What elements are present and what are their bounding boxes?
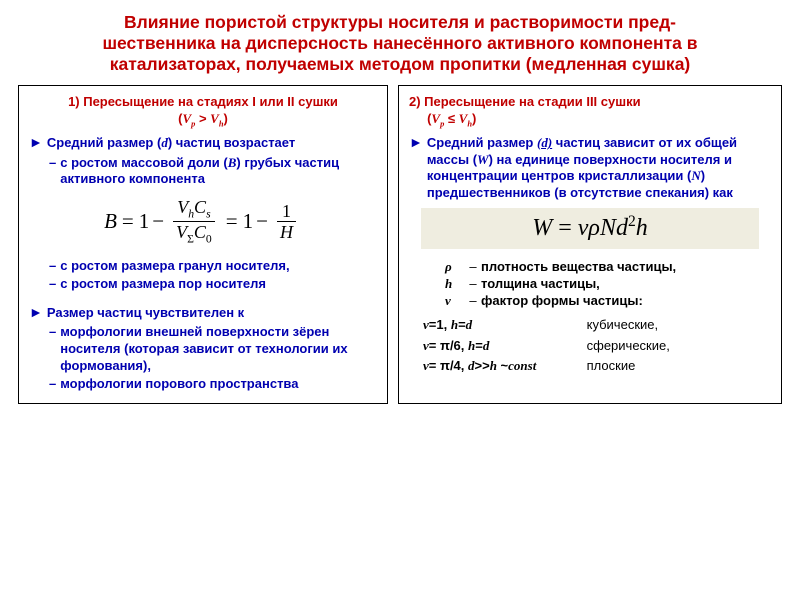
title-line-2: шественника на дисперсность нанесённого … (102, 33, 697, 53)
left-sub-2a: – морфологии внешней поверхности зёрен н… (49, 324, 377, 374)
dash-icon: – (49, 155, 56, 188)
right-bullet-1: ► Средний размер (d) частиц зависит от и… (409, 135, 771, 202)
title-line-3: катализаторах, получаемых методом пропит… (110, 54, 691, 74)
shape-row-flat: ν= π/4, d>>h ~const плоские (423, 358, 771, 375)
triangle-icon: ► (409, 135, 423, 202)
legend-row-rho: ρ – плотность вещества частицы, (445, 259, 771, 276)
left-sub-2b: – морфологии порового пространства (49, 376, 377, 393)
left-sub-1b: – с ростом размера гранул носителя, (49, 258, 377, 275)
fraction-1: VhCs VΣC0 (173, 198, 215, 246)
dash-icon: – (49, 376, 56, 393)
left-bullet-1: ► Средний размер (d) частиц возрастает (29, 135, 377, 152)
legend-row-h: h – толщина частицы, (445, 276, 771, 293)
equation-W-box: W = νρNd2h (421, 208, 759, 250)
shape-row-cubic: ν=1, h=d кубические, (423, 317, 771, 334)
triangle-icon: ► (29, 305, 43, 322)
right-panel: 2) Пересыщение на стадии III сушки (Vp ≤… (398, 85, 782, 404)
equation-W: W = νρNd2h (532, 215, 648, 241)
fraction-2: 1 H (277, 202, 296, 241)
shape-factors: ν=1, h=d кубические, ν= π/6, h=d сфериче… (423, 317, 771, 375)
columns: 1) Пересыщение на стадиях I или II сушки… (18, 85, 782, 404)
triangle-icon: ► (29, 135, 43, 152)
left-sub-1c: – с ростом размера пор носителя (49, 276, 377, 293)
left-heading: 1) Пересыщение на стадиях I или II сушки… (29, 94, 377, 129)
legend-row-nu: ν – фактор формы частицы: (445, 293, 771, 310)
left-panel: 1) Пересыщение на стадиях I или II сушки… (18, 85, 388, 404)
equation-B: B = 1 − VhCs VΣC0 = 1 − 1 (29, 198, 377, 246)
title-line-1: Влияние пористой структуры носителя и ра… (124, 12, 676, 32)
dash-icon: – (49, 324, 56, 374)
bullet-text: Средний размер (d) частиц зависит от их … (427, 135, 771, 202)
dash-icon: – (49, 258, 56, 275)
legend: ρ – плотность вещества частицы, h – толщ… (445, 259, 771, 309)
slide: Влияние пористой структуры носителя и ра… (0, 0, 800, 600)
slide-title: Влияние пористой структуры носителя и ра… (18, 12, 782, 81)
left-bullet-2: ► Размер частиц чувствителен к (29, 305, 377, 322)
dash-icon: – (49, 276, 56, 293)
right-heading: 2) Пересыщение на стадии III сушки (Vp ≤… (409, 94, 771, 129)
left-sub-1a: – с ростом массовой доли (B) грубых част… (49, 155, 377, 188)
shape-row-spherical: ν= π/6, h=d сферические, (423, 338, 771, 355)
bullet-text: Средний размер (d) частиц возрастает (47, 135, 377, 152)
